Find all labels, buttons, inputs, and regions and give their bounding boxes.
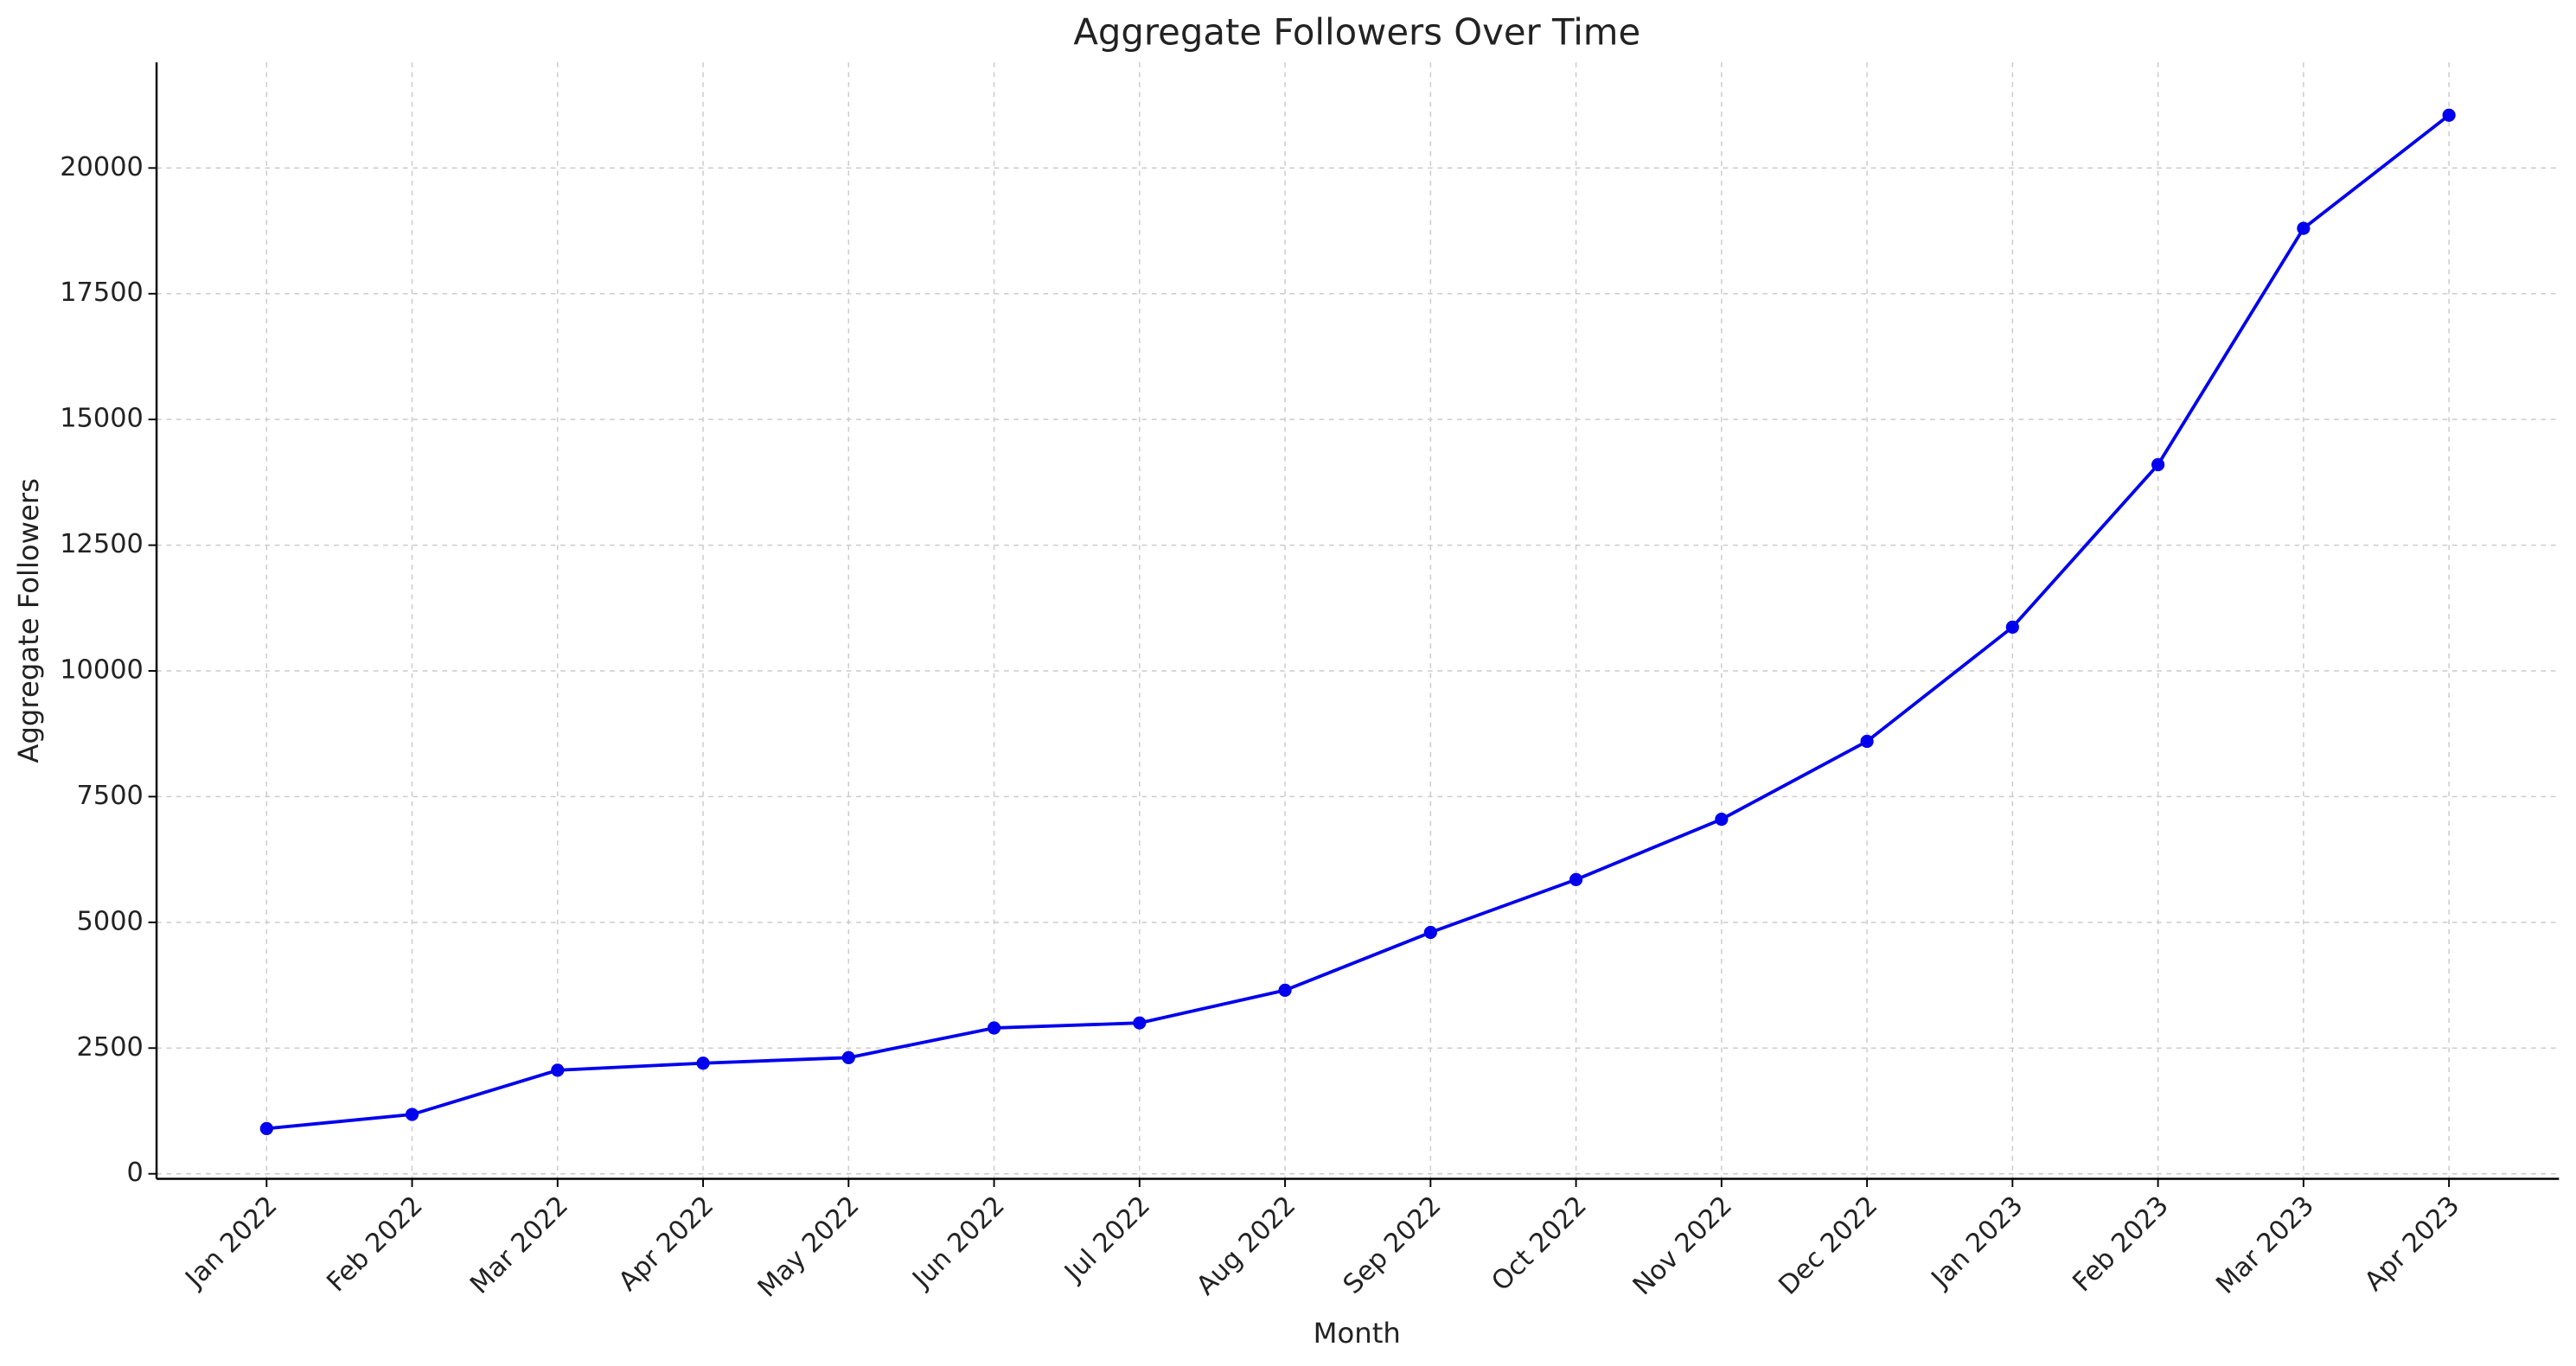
point [1423,925,1437,940]
point [259,1121,273,1135]
x-axis-label: Month [1314,1317,1401,1350]
x-tick-label: Feb 2023 [2068,1190,2175,1298]
point [2297,221,2311,235]
point [405,1107,419,1121]
x-tick-label: Nov 2022 [1627,1190,1738,1301]
point [1860,734,1874,749]
point [2151,457,2165,472]
x-tick-label: Mar 2023 [2210,1190,2320,1300]
point [841,1050,855,1064]
x-tick-label: May 2022 [752,1190,866,1304]
chart-title: Aggregate Followers Over Time [1073,10,1640,53]
y-axis-label: Aggregate Followers [12,478,45,763]
point [551,1063,565,1077]
x-tick-label: Apr 2023 [2359,1190,2465,1297]
x-tick-label: Aug 2022 [1191,1190,1301,1301]
y-tick-label: 2500 [77,1032,144,1063]
y-tick-label: 12500 [60,529,144,559]
point [2442,108,2456,122]
x-tick-label: Jul 2022 [1058,1190,1157,1289]
x-tick-label: Sep 2022 [1338,1190,1448,1300]
x-tick-label: Jun 2022 [906,1190,1011,1295]
point [1569,872,1583,887]
point [1278,983,1292,997]
point [1133,1016,1147,1030]
x-tick-label: Mar 2022 [464,1190,574,1300]
line [266,113,2451,1131]
point [987,1021,1001,1035]
x-tick-label: Dec 2022 [1774,1190,1884,1301]
x-tick-label: Oct 2022 [1486,1190,1592,1297]
y-tick-label: 17500 [60,278,144,308]
point [2005,620,2019,634]
y-tick-label: 20000 [60,152,144,182]
y-tick-label: 5000 [77,906,144,936]
x-tick-label: Jan 2022 [179,1190,284,1295]
y-tick-label: 15000 [60,404,144,434]
x-tick-label: Jan 2023 [1925,1190,2029,1295]
point [696,1056,710,1070]
y-tick-label: 7500 [77,781,144,811]
y-tick-label: 10000 [60,655,144,686]
x-tick-label: Apr 2022 [613,1190,719,1297]
y-tick-label: 0 [127,1158,144,1188]
point [1715,813,1729,827]
x-tick-label: Feb 2022 [322,1190,429,1298]
